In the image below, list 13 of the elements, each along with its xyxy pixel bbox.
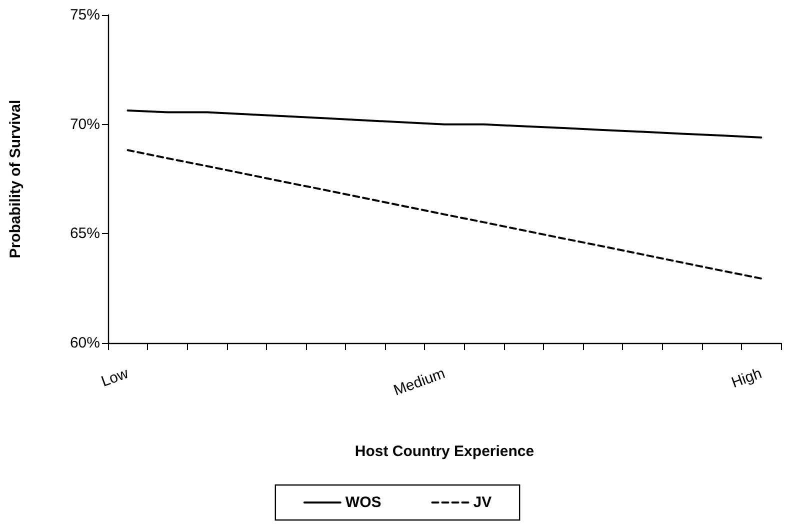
line-series [126,149,762,280]
legend-label: JV [473,494,492,511]
y-tick-label: 65% [70,225,100,242]
y-tick-label: 60% [70,334,100,352]
legend-label: WOS [345,494,382,511]
y-axis-title: Probability of Survival [7,100,24,258]
line-series [126,110,762,138]
x-tick-label: Medium [391,365,448,400]
y-tick-label: 75% [70,6,100,24]
x-axis-title: Host Country Experience [354,443,534,460]
x-tick-label: High [729,365,764,392]
y-tick-label: 70% [70,116,100,133]
x-tick-label: Low [99,364,131,390]
